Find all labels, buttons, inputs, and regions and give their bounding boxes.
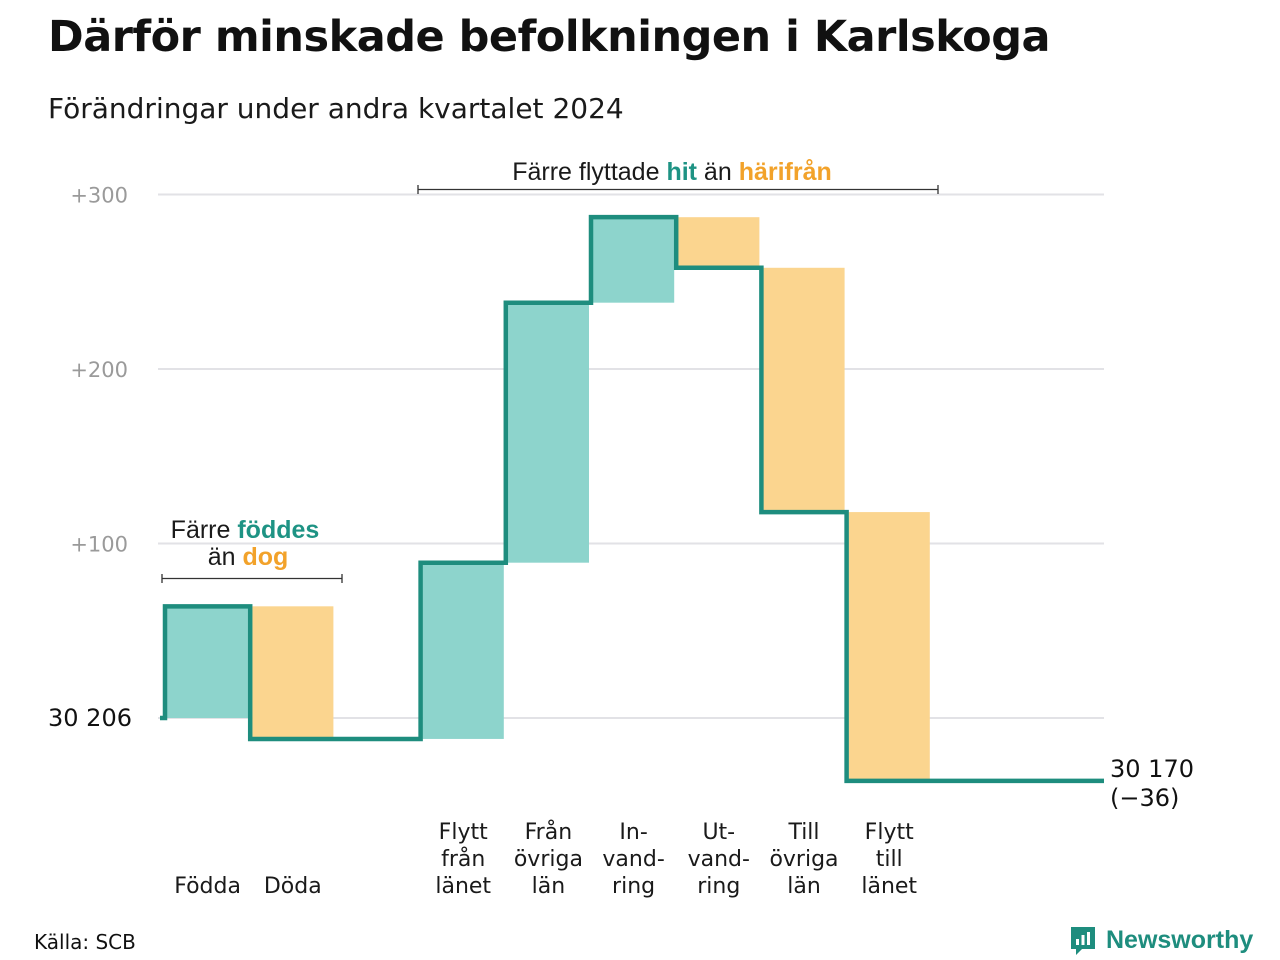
category-label: Flytt från länet xyxy=(435,820,491,899)
chart-subtitle: Förändringar under andra kvartalet 2024 xyxy=(48,92,624,125)
births-annotation-bracket xyxy=(161,574,343,583)
category-labels: Födda Döda Flytt från länet Från övriga län In-v… xyxy=(174,819,917,899)
births-annotation-line1: Färre föddes xyxy=(171,516,320,544)
population-step-line xyxy=(160,214,1104,784)
end-population-label: 30 170 xyxy=(1110,755,1194,783)
category-label: Till övriga län xyxy=(769,820,838,899)
category-label: Ut-vand-ring xyxy=(688,820,750,899)
brand-name: Newsworthy xyxy=(1106,925,1254,954)
y-tick-label: +100 xyxy=(70,533,128,557)
start-population-label: 30 206 xyxy=(48,704,132,732)
waterfall-bar xyxy=(422,562,504,739)
category-label: Födda xyxy=(174,874,241,899)
migration-annotation-text: Färre flyttade hit än härifrån xyxy=(512,158,832,186)
births-annotation-line2: än dog xyxy=(208,543,289,571)
category-label: In-vand-ring xyxy=(602,820,664,899)
step-line-group xyxy=(160,214,1104,784)
bars xyxy=(167,217,930,781)
y-tick-label: +200 xyxy=(70,358,128,382)
waterfall-bar xyxy=(252,606,334,739)
waterfall-bar xyxy=(167,606,249,718)
y-tick-label: +300 xyxy=(70,184,128,208)
category-label: Döda xyxy=(264,874,322,899)
waterfall-bar xyxy=(507,302,589,563)
category-label: Flytt till länet xyxy=(861,820,917,899)
waterfall-bar xyxy=(593,217,675,303)
waterfall-bar xyxy=(763,267,845,513)
chart-title: Därför minskade befolkningen i Karlskoga xyxy=(48,12,1051,62)
newsworthy-logo: Newsworthy xyxy=(1068,924,1253,956)
category-label: Från övriga län xyxy=(514,819,583,899)
waterfall-bar xyxy=(848,512,930,781)
source-note: Källa: SCB xyxy=(34,930,136,954)
net-change-label: (−36) xyxy=(1110,784,1179,812)
births-annotation: Färre föddes än dog xyxy=(161,516,343,583)
migration-annotation: Färre flyttade hit än härifrån xyxy=(417,158,939,194)
waterfall-bar xyxy=(678,217,760,268)
newsworthy-icon xyxy=(1071,927,1095,955)
migration-annotation-bracket xyxy=(417,185,939,194)
